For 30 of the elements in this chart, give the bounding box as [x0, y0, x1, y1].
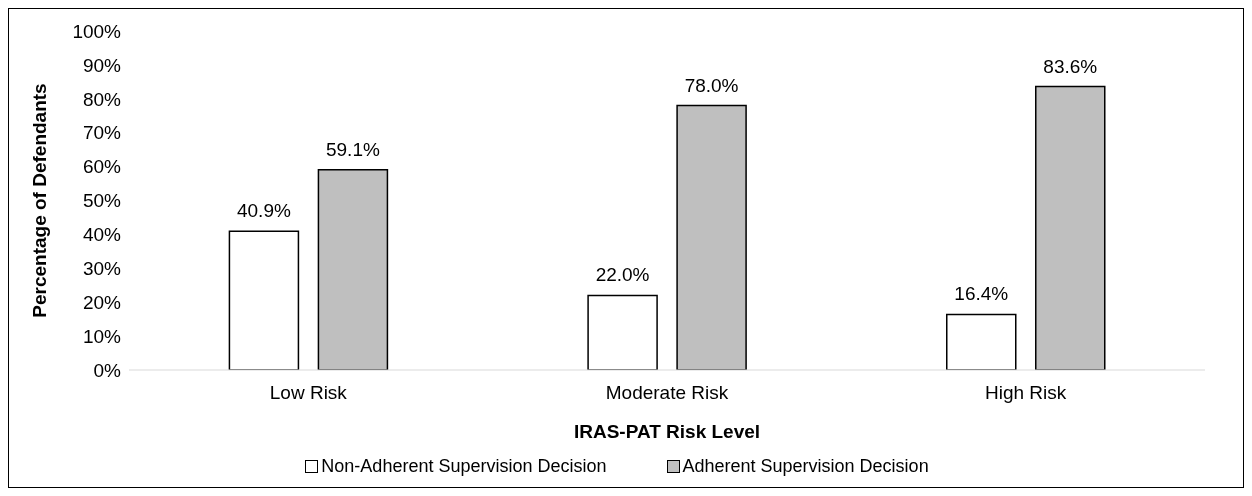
legend-label: Non-Adherent Supervision Decision — [320, 456, 607, 477]
legend-label: Adherent Supervision Decision — [681, 456, 929, 477]
x-axis-title: IRAS-PAT Risk Level — [573, 421, 761, 442]
bar — [1035, 85, 1106, 370]
bar — [587, 294, 658, 370]
data-label: 83.6% — [1043, 55, 1098, 77]
y-tick-label: 40% — [82, 224, 122, 246]
y-tick-label: 70% — [82, 122, 122, 144]
data-label: 59.1% — [325, 138, 380, 160]
data-label: 40.9% — [236, 200, 291, 222]
y-tick-label: 60% — [82, 156, 122, 178]
y-tick-label: 0% — [93, 359, 122, 381]
bar — [317, 168, 389, 370]
data-label: 22.0% — [595, 264, 650, 286]
y-axis-title: Percentage of Defendants — [28, 83, 50, 318]
y-tick-label: 80% — [82, 88, 122, 110]
data-label: 78.0% — [684, 74, 739, 96]
x-tick-label: High Risk — [985, 382, 1067, 404]
y-tick-label: 10% — [82, 325, 122, 347]
x-tick-label: Moderate Risk — [605, 382, 729, 404]
y-tick-label: 20% — [82, 291, 122, 313]
y-tick-label: 100% — [72, 20, 122, 42]
bar — [946, 313, 1017, 370]
y-tick-label: 90% — [82, 54, 122, 76]
y-tick-label: 50% — [82, 190, 122, 212]
data-label: 16.4% — [954, 283, 1009, 305]
bar — [228, 230, 300, 370]
bar — [676, 104, 747, 370]
y-tick-label: 30% — [82, 258, 122, 280]
x-tick-label: Low Risk — [269, 382, 348, 404]
